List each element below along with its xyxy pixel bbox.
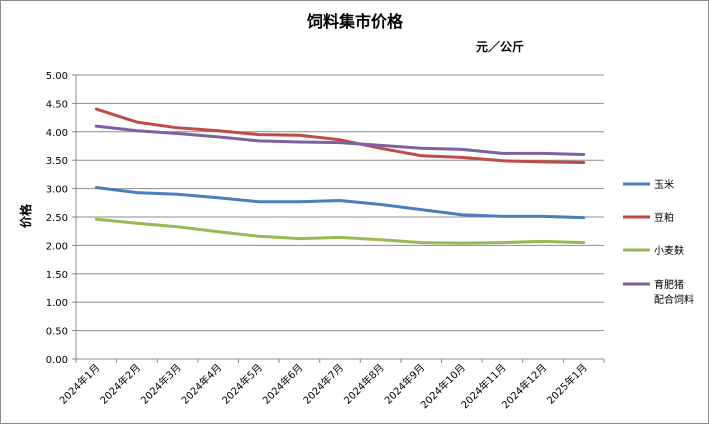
y-tick-label: 1.00 — [46, 298, 68, 309]
unit-label: 元／公斤 — [476, 39, 524, 54]
legend-label: 玉米 — [654, 178, 674, 191]
series-line-1 — [94, 186, 586, 220]
legend-item-4: 育肥猪配合饲料 — [654, 278, 694, 306]
series-line-3 — [94, 217, 586, 245]
y-tick-label: 2.00 — [46, 241, 68, 252]
legend-label: 小麦麸 — [654, 244, 684, 257]
gridlines — [76, 74, 604, 332]
x-tick-label: 2024年4月 — [178, 361, 224, 407]
x-tick-label: 2024年9月 — [382, 361, 428, 407]
y-tick-label: 4.50 — [46, 99, 68, 110]
y-tick-label: 5.00 — [46, 71, 68, 82]
legend-label-line: 育肥猪 — [654, 278, 684, 291]
y-tick-label: 0.50 — [46, 327, 68, 338]
x-tick-label: 2024年8月 — [341, 361, 387, 407]
x-tick-label: 2024年7月 — [300, 361, 346, 407]
legend-label-line: 配合饲料 — [654, 293, 694, 306]
y-tick-label: 2.50 — [46, 213, 68, 224]
x-tick-label: 2025年1月 — [544, 361, 590, 407]
legend-label: 育肥猪配合饲料 — [654, 278, 694, 306]
legend-label-line: 玉米 — [654, 178, 674, 191]
x-tick-label: 2024年2月 — [97, 361, 143, 407]
legend-item-2: 豆粕 — [654, 211, 674, 224]
series-line-4 — [94, 124, 586, 156]
series-line-2 — [94, 107, 586, 164]
y-tick-label: 3.00 — [46, 185, 68, 196]
x-tick-label: 2024年3月 — [138, 361, 184, 407]
x-tick-label: 2024年1月 — [57, 361, 103, 407]
x-tick-label: 2024年5月 — [219, 361, 265, 407]
legend-item-3: 小麦麸 — [654, 244, 684, 257]
series-lines — [94, 107, 586, 245]
y-tick-label: 1.50 — [46, 270, 68, 281]
x-tick-label: 2024年6月 — [260, 361, 306, 407]
legend-item-1: 玉米 — [654, 178, 674, 191]
legend-label-line: 小麦麸 — [654, 244, 684, 257]
y-tick-label: 3.50 — [46, 156, 68, 167]
legend-label: 豆粕 — [654, 211, 674, 224]
y-tick-label: 4.00 — [46, 128, 68, 139]
legend-label-line: 豆粕 — [654, 211, 674, 224]
y-tick-label: 0.00 — [46, 355, 68, 366]
chart-title: 饲料集市价格 — [306, 12, 404, 31]
y-axis-label: 价格 — [18, 203, 33, 228]
